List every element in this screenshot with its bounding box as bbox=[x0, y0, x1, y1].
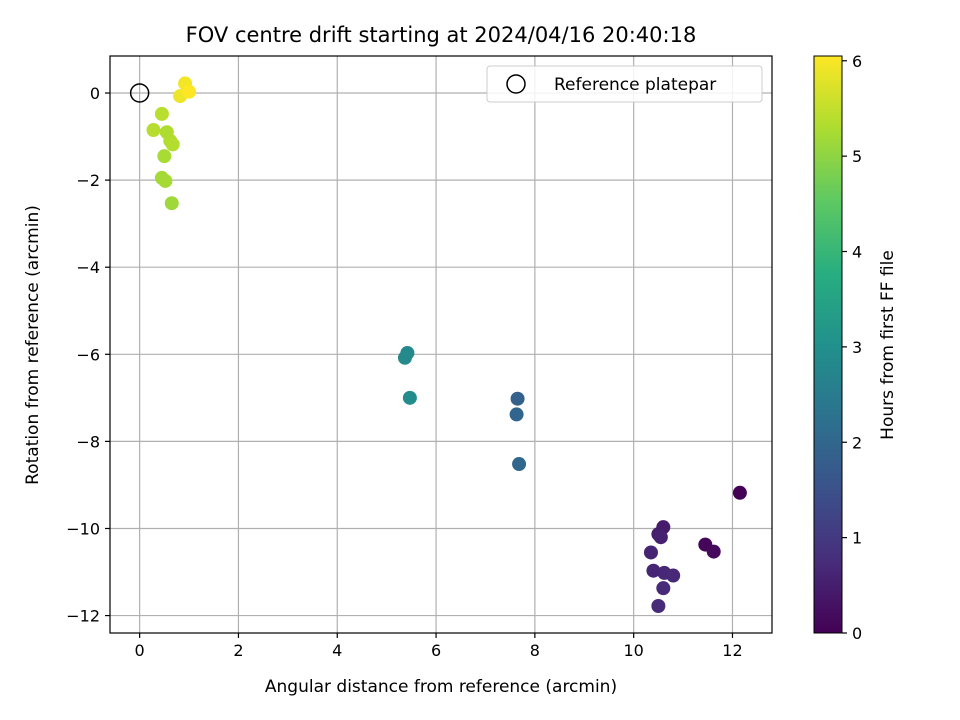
legend-entry-reference: Reference platepar bbox=[554, 75, 716, 95]
scatter-point bbox=[146, 123, 161, 138]
colorbar-tick-label: 0 bbox=[852, 624, 862, 643]
scatter-point bbox=[653, 530, 668, 545]
scatter-point bbox=[651, 599, 666, 614]
x-tick-label: 6 bbox=[431, 641, 441, 660]
y-tick-label: −2 bbox=[76, 171, 100, 190]
x-tick-label: 4 bbox=[332, 641, 342, 660]
y-tick-label: −12 bbox=[66, 607, 100, 626]
reference-point bbox=[129, 83, 150, 103]
grid-lines bbox=[110, 56, 772, 633]
scatter-point bbox=[154, 106, 169, 121]
legend-box bbox=[486, 65, 763, 103]
x-tick-label: 2 bbox=[233, 641, 243, 660]
scatter-point bbox=[512, 457, 527, 472]
x-tick-label: 0 bbox=[135, 641, 145, 660]
scatter-point bbox=[182, 84, 197, 99]
legend-marker bbox=[506, 74, 526, 94]
scatter-point bbox=[158, 173, 173, 188]
x-tick-label: 10 bbox=[623, 641, 643, 660]
x-axis-label: Angular distance from reference (arcmin) bbox=[265, 677, 617, 697]
scatter-point bbox=[165, 137, 180, 152]
colorbar-tick-label: 3 bbox=[852, 338, 862, 357]
scatter-point bbox=[402, 390, 417, 405]
scatter-point bbox=[157, 149, 172, 164]
scatter-point bbox=[397, 350, 412, 365]
scatter-point bbox=[509, 407, 524, 422]
scatter-point bbox=[666, 568, 681, 583]
colorbar-tick-label: 2 bbox=[852, 433, 862, 452]
y-tick-label: −6 bbox=[76, 345, 100, 364]
scatter-point bbox=[510, 391, 525, 406]
scatter-point bbox=[643, 545, 658, 560]
y-tick-label: 0 bbox=[90, 84, 100, 103]
y-tick-label: −8 bbox=[76, 432, 100, 451]
y-tick-label: −4 bbox=[76, 258, 100, 277]
colorbar-tick-label: 1 bbox=[852, 529, 862, 548]
x-tick-label: 12 bbox=[722, 641, 742, 660]
x-tick-label: 8 bbox=[530, 641, 540, 660]
scatter-point bbox=[656, 581, 671, 596]
colorbar bbox=[813, 55, 843, 634]
y-axis-label: Rotation from reference (arcmin) bbox=[23, 205, 43, 485]
chart-title: FOV centre drift starting at 2024/04/16 … bbox=[186, 23, 697, 47]
colorbar-tick-label: 6 bbox=[852, 52, 862, 71]
x-axis-ticks: 0 2 4 6 8 10 12 bbox=[135, 633, 743, 660]
scatter-point bbox=[646, 563, 661, 578]
scatter-point bbox=[706, 544, 721, 559]
scatter-point bbox=[732, 485, 747, 500]
colorbar-ticks: 0 1 2 3 4 5 6 bbox=[842, 52, 862, 643]
colorbar-label: Hours from first FF file bbox=[878, 250, 898, 440]
colorbar-tick-label: 4 bbox=[852, 243, 862, 262]
y-axis-ticks: 0 −2 −4 −6 −8 −10 −12 bbox=[66, 84, 110, 626]
data-points bbox=[146, 76, 747, 614]
colorbar-tick-label: 5 bbox=[852, 147, 862, 166]
y-tick-label: −10 bbox=[66, 519, 100, 538]
legend: Reference platepar bbox=[486, 65, 763, 103]
plot-frame bbox=[109, 55, 773, 634]
scatter-point bbox=[164, 196, 179, 211]
